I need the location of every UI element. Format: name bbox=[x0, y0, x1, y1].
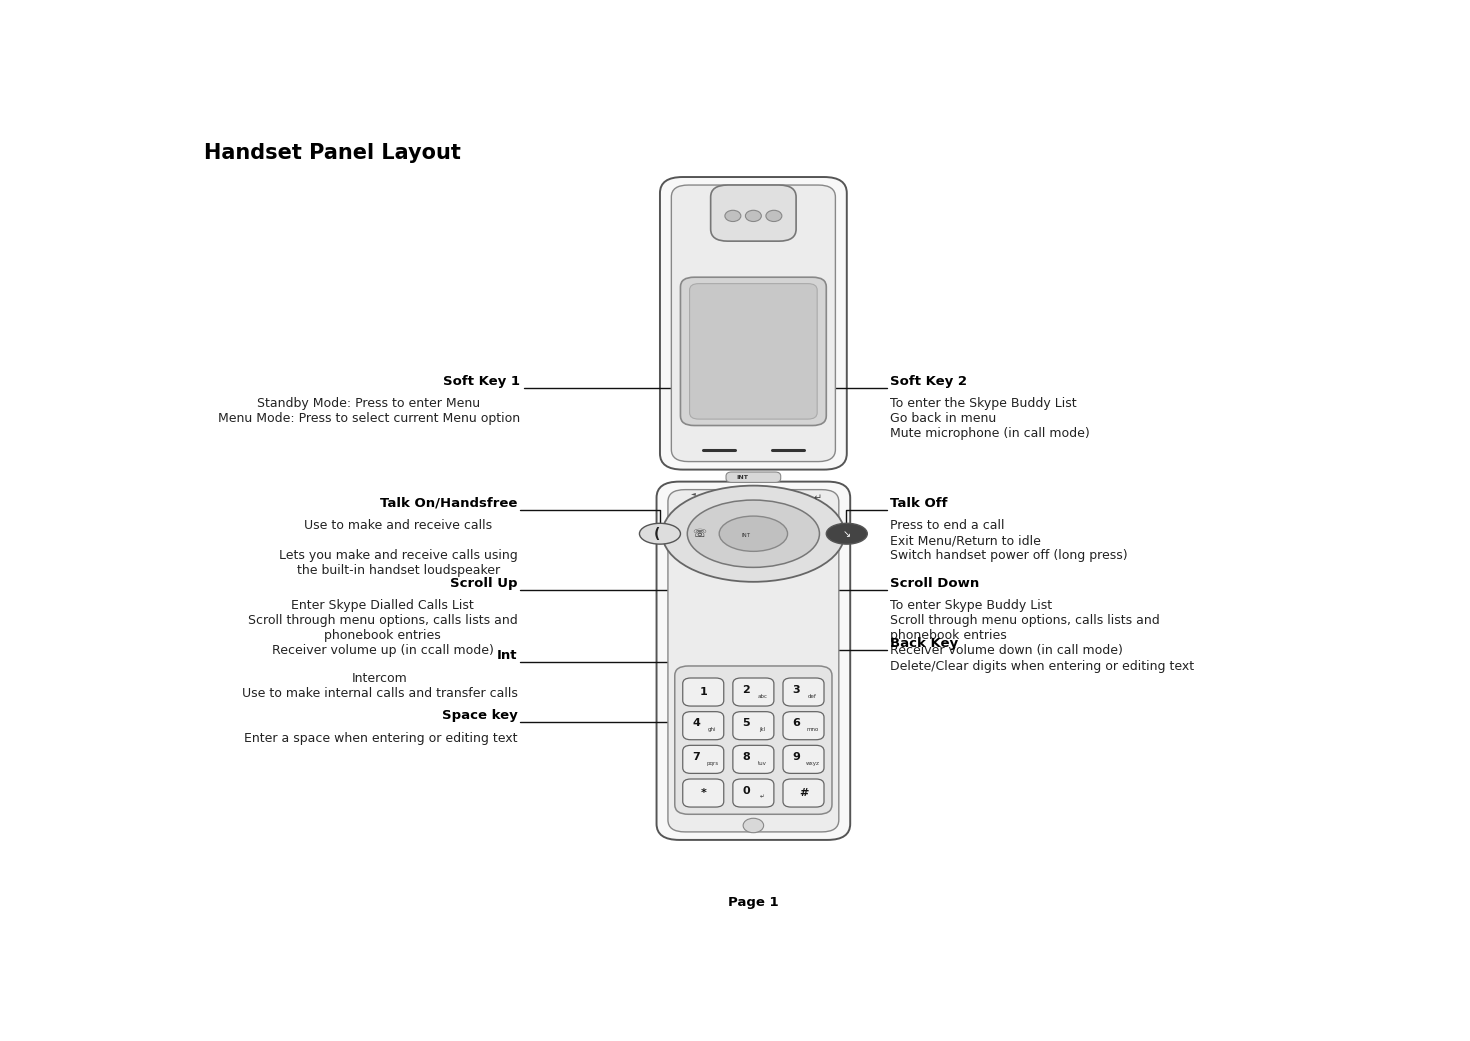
Circle shape bbox=[725, 210, 741, 222]
Text: 0: 0 bbox=[742, 786, 750, 795]
Text: (: ( bbox=[653, 527, 660, 540]
FancyBboxPatch shape bbox=[726, 472, 781, 482]
Text: Scroll Down: Scroll Down bbox=[891, 577, 979, 590]
Text: To enter Skype Buddy List
Scroll through menu options, calls lists and
phonebook: To enter Skype Buddy List Scroll through… bbox=[891, 600, 1160, 658]
Text: Page 1: Page 1 bbox=[728, 896, 779, 909]
FancyBboxPatch shape bbox=[734, 678, 773, 706]
Text: Talk On/Handsfree: Talk On/Handsfree bbox=[381, 497, 517, 510]
FancyBboxPatch shape bbox=[675, 666, 832, 814]
Text: Enter Skype Dialled Calls List
Scroll through menu options, calls lists and
phon: Enter Skype Dialled Calls List Scroll th… bbox=[248, 600, 517, 658]
FancyBboxPatch shape bbox=[784, 745, 825, 773]
Text: Space key: Space key bbox=[442, 709, 517, 722]
FancyBboxPatch shape bbox=[682, 779, 723, 807]
Text: 2: 2 bbox=[742, 685, 750, 694]
Text: Standby Mode: Press to enter Menu
Menu Mode: Press to select current Menu option: Standby Mode: Press to enter Menu Menu M… bbox=[218, 398, 520, 426]
Text: ☏: ☏ bbox=[692, 529, 706, 539]
Ellipse shape bbox=[826, 524, 867, 544]
Text: pqrs: pqrs bbox=[706, 761, 719, 766]
Text: mno: mno bbox=[807, 728, 819, 733]
Text: Intercom
Use to make internal calls and transfer calls: Intercom Use to make internal calls and … bbox=[241, 671, 517, 700]
Text: To enter the Skype Buddy List
Go back in menu
Mute microphone (in call mode): To enter the Skype Buddy List Go back in… bbox=[891, 398, 1089, 440]
Text: 6: 6 bbox=[792, 718, 801, 729]
Text: Delete/Clear digits when entering or editing text: Delete/Clear digits when entering or edi… bbox=[891, 660, 1194, 672]
Text: INT: INT bbox=[742, 533, 751, 538]
FancyBboxPatch shape bbox=[660, 177, 847, 469]
Text: Press to end a call
Exit Menu/Return to idle
Switch handset power off (long pres: Press to end a call Exit Menu/Return to … bbox=[891, 519, 1127, 562]
Circle shape bbox=[766, 210, 782, 222]
FancyBboxPatch shape bbox=[672, 185, 835, 461]
Ellipse shape bbox=[719, 516, 788, 552]
FancyBboxPatch shape bbox=[710, 185, 797, 242]
Text: Talk Off: Talk Off bbox=[891, 497, 948, 510]
Text: #: # bbox=[798, 788, 808, 798]
Text: *: * bbox=[700, 788, 706, 798]
Text: ↵: ↵ bbox=[813, 493, 822, 504]
FancyBboxPatch shape bbox=[681, 277, 826, 426]
Circle shape bbox=[745, 210, 761, 222]
Text: ↵: ↵ bbox=[760, 794, 764, 799]
FancyBboxPatch shape bbox=[657, 482, 850, 840]
Text: INT: INT bbox=[736, 475, 748, 480]
FancyBboxPatch shape bbox=[682, 712, 723, 740]
Text: Use to make and receive calls

Lets you make and receive calls using
the built-i: Use to make and receive calls Lets you m… bbox=[279, 519, 517, 578]
Ellipse shape bbox=[639, 524, 681, 544]
Text: 8: 8 bbox=[742, 752, 750, 762]
Text: Soft Key 2: Soft Key 2 bbox=[891, 375, 967, 388]
Text: Soft Key 1: Soft Key 1 bbox=[442, 375, 520, 388]
FancyBboxPatch shape bbox=[784, 712, 825, 740]
Text: 4: 4 bbox=[692, 718, 700, 729]
FancyBboxPatch shape bbox=[734, 745, 773, 773]
Ellipse shape bbox=[688, 500, 819, 567]
Text: Enter a space when entering or editing text: Enter a space when entering or editing t… bbox=[244, 732, 517, 744]
Circle shape bbox=[744, 818, 763, 833]
Text: Scroll Up: Scroll Up bbox=[450, 577, 517, 590]
FancyBboxPatch shape bbox=[734, 779, 773, 807]
Text: 5: 5 bbox=[742, 718, 750, 729]
FancyBboxPatch shape bbox=[734, 712, 773, 740]
Text: abc: abc bbox=[757, 693, 767, 699]
Text: tuv: tuv bbox=[759, 761, 767, 766]
FancyBboxPatch shape bbox=[784, 779, 825, 807]
Text: ◄: ◄ bbox=[691, 491, 695, 497]
FancyBboxPatch shape bbox=[784, 678, 825, 706]
Text: 9: 9 bbox=[792, 752, 801, 762]
Ellipse shape bbox=[662, 485, 844, 582]
FancyBboxPatch shape bbox=[682, 745, 723, 773]
Text: wxyz: wxyz bbox=[806, 761, 819, 766]
Text: Back Key: Back Key bbox=[891, 637, 958, 650]
Text: ghi: ghi bbox=[709, 728, 716, 733]
Text: 1: 1 bbox=[700, 687, 707, 697]
Text: def: def bbox=[809, 693, 817, 699]
Text: 3: 3 bbox=[792, 685, 800, 694]
FancyBboxPatch shape bbox=[667, 489, 839, 832]
Text: Int: Int bbox=[497, 649, 517, 662]
Text: 7: 7 bbox=[692, 752, 700, 762]
Text: Handset Panel Layout: Handset Panel Layout bbox=[204, 143, 462, 162]
Text: ↘: ↘ bbox=[842, 529, 851, 539]
Text: jkl: jkl bbox=[760, 728, 766, 733]
FancyBboxPatch shape bbox=[682, 678, 723, 706]
FancyBboxPatch shape bbox=[689, 283, 817, 420]
